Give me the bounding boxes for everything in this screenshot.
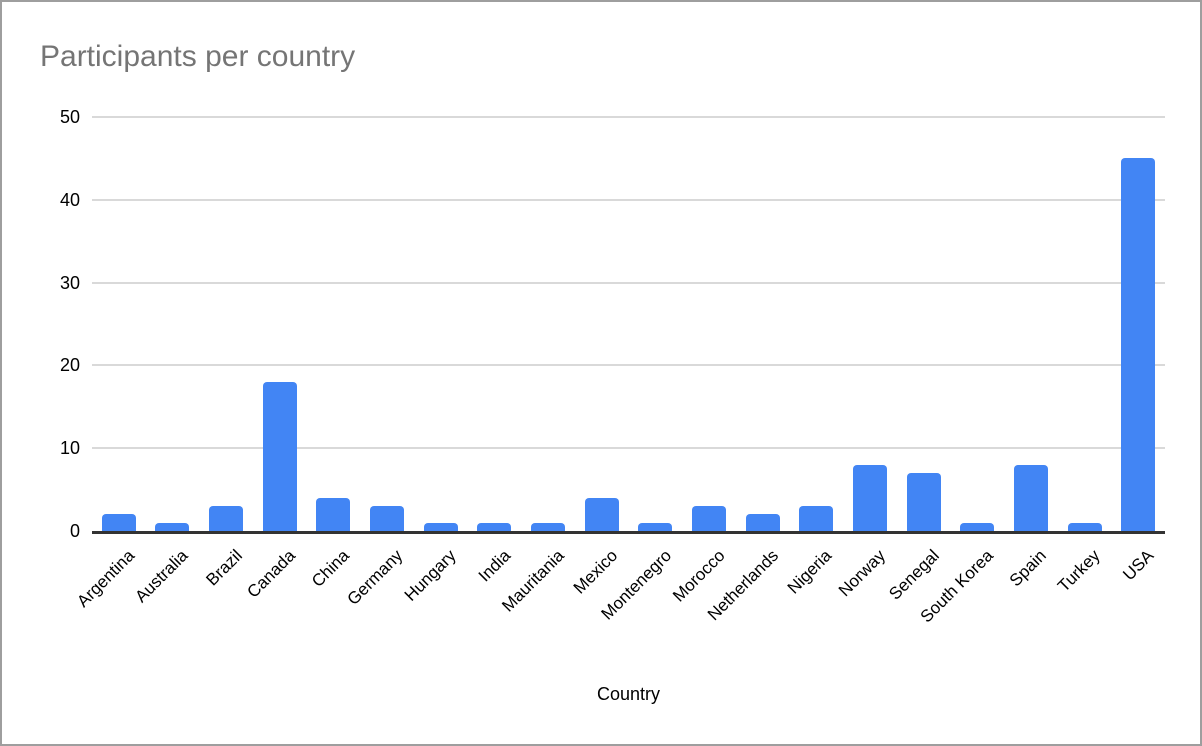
bar-spain[interactable] xyxy=(1013,464,1048,531)
y-tick-label: 30 xyxy=(59,272,80,293)
y-tick-label: 10 xyxy=(59,438,80,459)
x-tick-label-india: India xyxy=(474,546,514,586)
bar-montenegro[interactable] xyxy=(638,522,673,531)
y-tick-label: 0 xyxy=(69,521,80,541)
y-axis-tick-labels: 0 10 20 30 40 50 xyxy=(2,107,80,541)
bar-china[interactable] xyxy=(316,497,351,531)
x-axis-title: Country xyxy=(596,684,661,704)
x-tick-label-brazil: Brazil xyxy=(202,546,246,590)
bar-nigeria[interactable] xyxy=(799,506,834,531)
bar-mauritania[interactable] xyxy=(531,522,566,531)
gridline-50 xyxy=(92,116,1165,118)
gridline-40 xyxy=(92,198,1165,201)
bar-argentina[interactable] xyxy=(101,514,136,531)
bar-australia[interactable] xyxy=(155,522,190,531)
x-tick-label-nigeria: Nigeria xyxy=(784,546,836,598)
x-tick-label-turkey: Turkey xyxy=(1054,546,1104,596)
x-tick-label-norway: Norway xyxy=(835,546,890,601)
bar-norway[interactable] xyxy=(852,464,887,531)
x-tick-label-canada: Canada xyxy=(243,546,300,602)
x-axis-tick-labels: Argentina Australia Brazil Canada China Germa… xyxy=(73,536,1165,656)
y-tick-label: 50 xyxy=(59,107,80,127)
gridline-30 xyxy=(92,281,1165,284)
x-tick-label-australia: Australia xyxy=(131,546,192,607)
chart-title: Participants per country xyxy=(40,40,356,73)
bar-senegal[interactable] xyxy=(906,473,941,531)
x-axis-line xyxy=(92,531,1165,534)
x-tick-label-china: China xyxy=(308,546,353,591)
bar-canada[interactable] xyxy=(262,381,297,531)
bar-brazil[interactable] xyxy=(209,506,244,531)
gridline-20 xyxy=(92,364,1165,367)
bar-india[interactable] xyxy=(477,522,512,531)
bar-turkey[interactable] xyxy=(1067,522,1102,531)
bar-usa[interactable] xyxy=(1121,158,1156,531)
y-tick-label: 20 xyxy=(59,355,80,376)
bar-south-korea[interactable] xyxy=(960,522,995,531)
x-tick-label-germany: Germany xyxy=(343,546,407,609)
gridline-10 xyxy=(92,447,1165,450)
x-tick-label-hungary: Hungary xyxy=(401,546,461,605)
bar-morocco[interactable] xyxy=(691,506,726,531)
x-tick-label-mexico: Mexico xyxy=(569,546,622,598)
plot-area xyxy=(92,116,1165,534)
x-tick-label-argentina: Argentina xyxy=(73,546,139,611)
y-tick-label: 40 xyxy=(59,189,80,210)
bar-mexico[interactable] xyxy=(584,497,619,531)
bar-germany[interactable] xyxy=(370,506,405,531)
bar-netherlands[interactable] xyxy=(745,514,780,531)
bar-hungary[interactable] xyxy=(423,522,458,531)
x-tick-label-usa: USA xyxy=(1119,546,1158,585)
x-tick-label-spain: Spain xyxy=(1006,546,1051,591)
